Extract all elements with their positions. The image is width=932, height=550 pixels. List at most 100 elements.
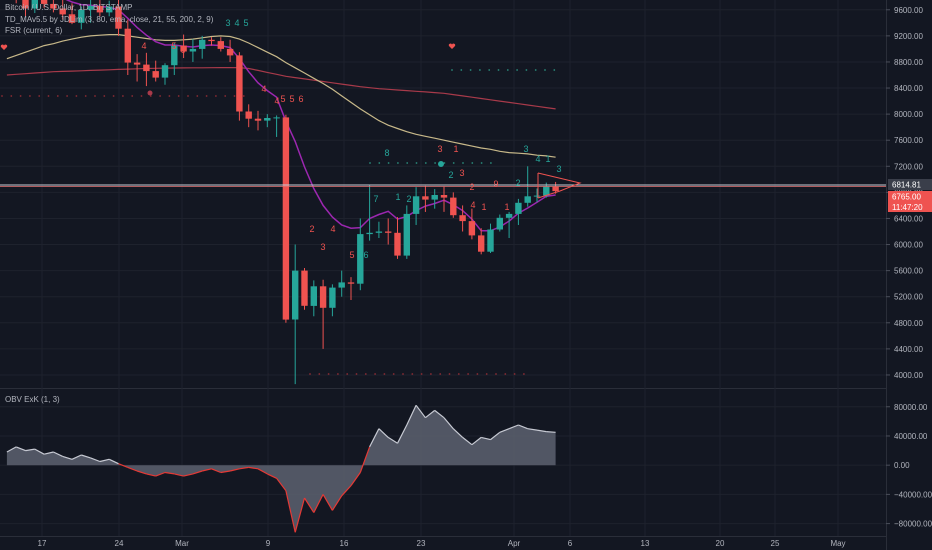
td-sequence-number: 2 [309, 224, 314, 234]
candle-body [254, 118, 262, 121]
obv-line-segment [350, 472, 361, 486]
x-tick-label: 13 [641, 539, 650, 548]
obv-line-segment [508, 424, 519, 430]
obv-line-segment [34, 448, 45, 455]
candle-body [394, 232, 401, 256]
obv-line-segment [248, 466, 259, 470]
candle-body [245, 111, 252, 119]
y-tick-label: 5600.00 [894, 267, 923, 276]
obv-pane [6, 404, 556, 533]
level-price-label: 6765.00 [892, 193, 921, 202]
y-tick-label: 7600.00 [894, 136, 923, 145]
obv-line-segment [452, 428, 464, 438]
price-badges: 6814.81 6765.00 11:47:20 [888, 179, 932, 212]
obv-line-segment [378, 428, 389, 438]
candle-body [403, 213, 410, 256]
dotted-level-dot [497, 69, 500, 71]
obv-line-segment [90, 457, 101, 463]
indicator-td-legend: TD_MAv5.5 by JDLim (3, 80, ema, close, 2… [5, 15, 214, 24]
candle-body [40, 0, 48, 4]
dotted-level-dot [149, 95, 152, 97]
dotted-level-dot [495, 373, 497, 375]
td-sequence-number: 4 [330, 224, 335, 234]
obv-line-segment [276, 477, 287, 492]
obv-line-segment [341, 485, 352, 497]
candle-body [487, 229, 494, 252]
dotted-level-dot [523, 373, 525, 375]
dotted-level-dot [513, 373, 516, 375]
dotted-level-dot [374, 373, 376, 375]
dotted-level-dot [364, 373, 367, 375]
dotted-level-dot [476, 373, 479, 375]
obv-y-tick-label: −80000.00 [894, 520, 932, 529]
td-sequence-number: 1 [504, 202, 509, 212]
candle-body [533, 195, 541, 197]
circle-marker [438, 161, 444, 167]
td-sequence-number: 5 [289, 94, 294, 104]
obv-line-segment [322, 494, 333, 511]
y-tick-label: 6000.00 [894, 241, 923, 250]
td-sequence-number: 3 [556, 164, 561, 174]
y-tick-label: 8400.00 [894, 84, 923, 93]
dotted-level-dot [10, 95, 13, 97]
y-tick-label: 7200.00 [894, 162, 923, 171]
candle-body [273, 117, 280, 119]
x-tick-label: 6 [568, 539, 573, 548]
obv-line-segment [62, 455, 73, 460]
obv-line-segment [192, 470, 203, 475]
dotted-level-dot [397, 162, 399, 164]
candle-body [478, 235, 485, 252]
candle-body [338, 282, 345, 288]
obv-line-segment [387, 436, 398, 444]
obv-line-segment [183, 473, 194, 477]
obv-line-segment [6, 446, 17, 453]
obv-y-tick-label: 80000.00 [894, 403, 928, 412]
candle-body [96, 5, 104, 13]
obv-line-segment [146, 473, 156, 477]
td-sequence-number: 1 [395, 192, 400, 202]
obv-line-segment [53, 451, 63, 457]
last-price-badge [888, 179, 932, 190]
obv-line-segment [267, 473, 277, 479]
dotted-level-dot [318, 373, 321, 375]
candle-body [375, 231, 383, 233]
candle-body [319, 286, 327, 308]
candle-body [226, 48, 234, 56]
dotted-level-dot [378, 162, 381, 164]
obv-line-segment [202, 468, 212, 472]
dotted-level-dot [448, 373, 451, 375]
dotted-level-dot [402, 373, 404, 375]
countdown-label: 11:47:20 [892, 203, 923, 212]
td-sequence-number: 5 [243, 18, 248, 28]
obv-line-segment [164, 471, 175, 475]
dotted-level-dot [392, 373, 395, 375]
dotted-level-dot [159, 95, 162, 97]
dotted-level-dot [544, 69, 546, 71]
x-tick-label: 20 [716, 539, 725, 548]
td-sequence-number: 4 [274, 96, 279, 106]
td-sequence-number: 3 [523, 144, 528, 154]
dotted-level-dot [534, 69, 537, 71]
candle-body [124, 28, 131, 63]
candle-body [152, 71, 159, 78]
candle-body [524, 196, 531, 203]
obv-line-segment [434, 409, 445, 419]
candle-body [208, 39, 215, 42]
dotted-level-dot [452, 162, 455, 164]
candle-body [22, 0, 29, 9]
countdown-badge [888, 202, 932, 212]
obv-line-segment [406, 405, 417, 426]
candle-body [329, 287, 336, 308]
candle-body [189, 48, 197, 52]
heart-marker [448, 43, 456, 49]
candle-body [505, 213, 513, 218]
candle-body [217, 41, 224, 49]
y-tick-label: 9200.00 [894, 32, 923, 41]
dotted-level-dot [56, 95, 59, 97]
candle-body [496, 217, 503, 230]
candle-body [180, 45, 187, 52]
candle-body [440, 195, 448, 198]
dotted-level-dot [460, 69, 463, 71]
obv-line-segment [81, 454, 91, 459]
